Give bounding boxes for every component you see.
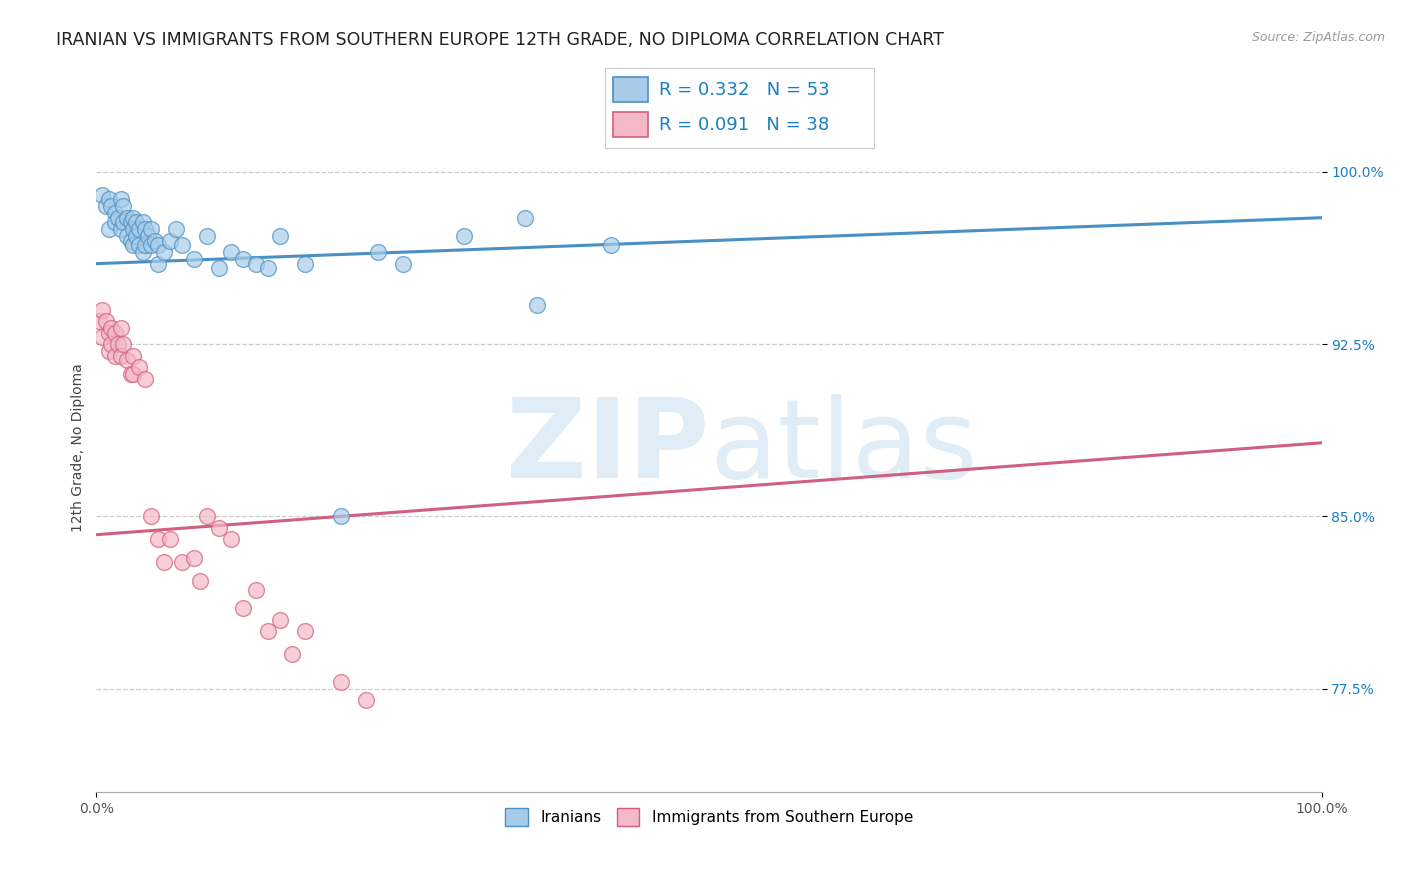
- Point: [330, 509, 353, 524]
- Point: [219, 533, 242, 547]
- Point: [190, 574, 212, 588]
- Point: [600, 238, 623, 252]
- Point: [152, 245, 174, 260]
- Point: [141, 238, 163, 252]
- Point: [172, 555, 194, 569]
- Point: [122, 238, 145, 252]
- Point: [132, 215, 155, 229]
- Point: [97, 192, 120, 206]
- Point: [104, 349, 127, 363]
- Text: atlas: atlas: [709, 394, 977, 501]
- Point: [128, 359, 150, 374]
- Point: [281, 647, 304, 661]
- Point: [115, 353, 138, 368]
- Point: [134, 371, 156, 385]
- Point: [91, 330, 114, 344]
- Point: [232, 252, 254, 266]
- Point: [122, 367, 145, 381]
- Point: [165, 222, 187, 236]
- Point: [257, 261, 280, 276]
- Point: [294, 624, 316, 639]
- Point: [110, 321, 132, 335]
- Point: [115, 229, 138, 244]
- Point: [257, 624, 280, 639]
- Point: [152, 555, 174, 569]
- Point: [107, 211, 129, 225]
- Point: [96, 314, 118, 328]
- Point: [159, 533, 181, 547]
- Point: [112, 199, 135, 213]
- Point: [134, 222, 156, 236]
- Point: [195, 509, 218, 524]
- Point: [515, 211, 537, 225]
- Point: [91, 302, 114, 317]
- Point: [143, 234, 166, 248]
- Point: [120, 367, 142, 381]
- Point: [354, 693, 377, 707]
- Point: [124, 229, 146, 244]
- Point: [110, 222, 132, 236]
- Point: [128, 238, 150, 252]
- Point: [172, 238, 194, 252]
- Point: [104, 326, 127, 340]
- Point: [269, 613, 291, 627]
- Point: [104, 206, 127, 220]
- Point: [128, 222, 150, 236]
- Point: [110, 349, 132, 363]
- Point: [100, 337, 122, 351]
- Point: [245, 257, 267, 271]
- Point: [136, 229, 159, 244]
- Point: [120, 234, 142, 248]
- Point: [146, 238, 169, 252]
- Point: [195, 229, 218, 244]
- Point: [208, 261, 231, 276]
- Point: [453, 229, 475, 244]
- Point: [122, 349, 145, 363]
- Point: [141, 222, 163, 236]
- Point: [97, 326, 120, 340]
- Point: [91, 187, 114, 202]
- Point: [219, 245, 242, 260]
- Point: [112, 337, 135, 351]
- Point: [146, 533, 169, 547]
- Point: [96, 199, 118, 213]
- Point: [100, 321, 122, 335]
- Point: [330, 674, 353, 689]
- Point: [159, 234, 181, 248]
- Point: [183, 252, 205, 266]
- Point: [97, 343, 120, 358]
- Point: [183, 550, 205, 565]
- Point: [132, 245, 155, 260]
- Point: [294, 257, 316, 271]
- Text: Source: ZipAtlas.com: Source: ZipAtlas.com: [1251, 31, 1385, 45]
- Point: [107, 337, 129, 351]
- Y-axis label: 12th Grade, No Diploma: 12th Grade, No Diploma: [72, 363, 86, 532]
- Legend: Iranians, Immigrants from Southern Europe: Iranians, Immigrants from Southern Europ…: [499, 802, 920, 832]
- Point: [269, 229, 291, 244]
- Point: [208, 521, 231, 535]
- Point: [232, 601, 254, 615]
- Text: ZIP: ZIP: [506, 394, 709, 501]
- Point: [110, 192, 132, 206]
- Point: [122, 211, 145, 225]
- Point: [100, 199, 122, 213]
- Point: [141, 509, 163, 524]
- Point: [526, 298, 548, 312]
- Point: [104, 215, 127, 229]
- Point: [124, 215, 146, 229]
- Point: [122, 222, 145, 236]
- Point: [120, 215, 142, 229]
- Point: [245, 582, 267, 597]
- Point: [134, 238, 156, 252]
- Point: [97, 222, 120, 236]
- Point: [367, 245, 389, 260]
- Point: [115, 211, 138, 225]
- Point: [87, 314, 110, 328]
- Point: [112, 215, 135, 229]
- Point: [146, 257, 169, 271]
- Point: [391, 257, 413, 271]
- Text: IRANIAN VS IMMIGRANTS FROM SOUTHERN EUROPE 12TH GRADE, NO DIPLOMA CORRELATION CH: IRANIAN VS IMMIGRANTS FROM SOUTHERN EURO…: [56, 31, 943, 49]
